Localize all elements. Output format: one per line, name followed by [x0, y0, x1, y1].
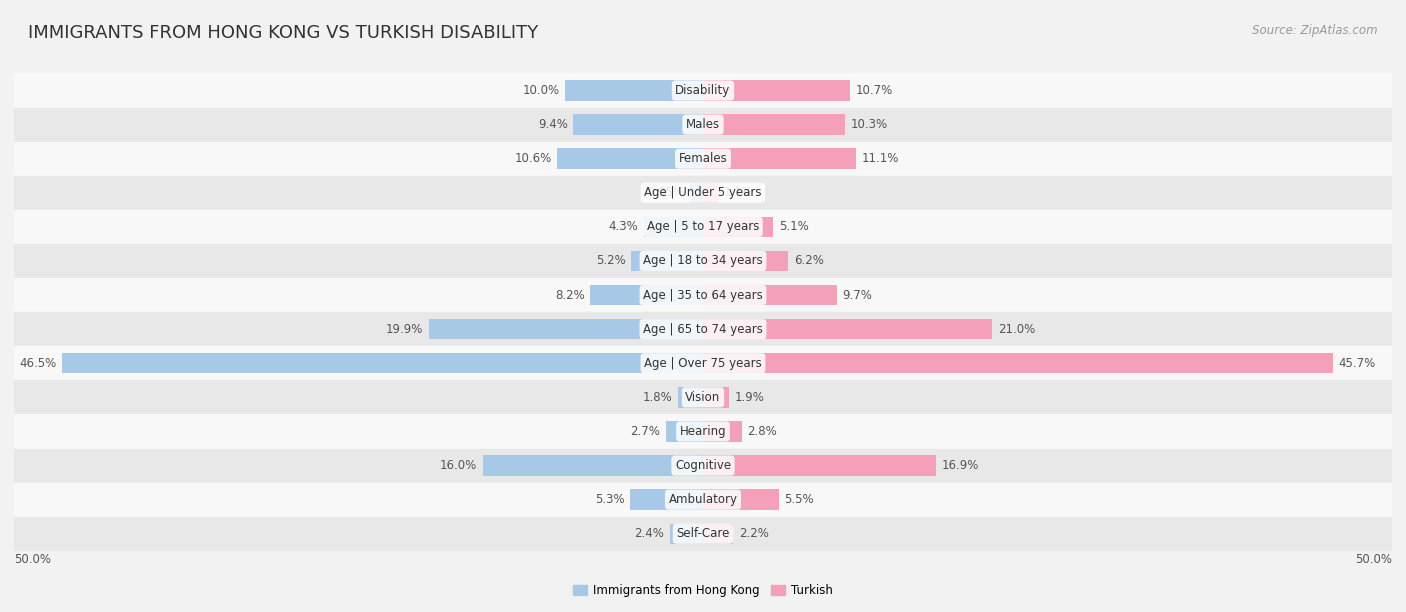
Bar — [14, 141, 1392, 176]
Bar — [14, 449, 1392, 483]
Text: Age | 5 to 17 years: Age | 5 to 17 years — [647, 220, 759, 233]
Text: 0.95%: 0.95% — [647, 186, 685, 200]
Bar — [14, 414, 1392, 449]
Text: Source: ZipAtlas.com: Source: ZipAtlas.com — [1253, 24, 1378, 37]
Legend: Immigrants from Hong Kong, Turkish: Immigrants from Hong Kong, Turkish — [568, 580, 838, 602]
Bar — [14, 517, 1392, 551]
Text: 5.3%: 5.3% — [595, 493, 624, 506]
Bar — [631, 251, 703, 271]
Bar — [703, 251, 789, 271]
Text: 5.1%: 5.1% — [779, 220, 808, 233]
Bar — [482, 455, 703, 476]
Bar — [703, 149, 856, 169]
Bar — [678, 387, 703, 408]
Text: 5.5%: 5.5% — [785, 493, 814, 506]
Bar — [690, 182, 703, 203]
Text: 9.4%: 9.4% — [538, 118, 568, 131]
Bar — [14, 244, 1392, 278]
Bar — [669, 523, 703, 544]
Bar — [14, 210, 1392, 244]
Text: 2.4%: 2.4% — [634, 528, 665, 540]
Text: Age | 65 to 74 years: Age | 65 to 74 years — [643, 323, 763, 335]
Text: 50.0%: 50.0% — [1355, 553, 1392, 566]
Text: 2.2%: 2.2% — [738, 528, 769, 540]
Text: IMMIGRANTS FROM HONG KONG VS TURKISH DISABILITY: IMMIGRANTS FROM HONG KONG VS TURKISH DIS… — [28, 24, 538, 42]
Bar — [62, 353, 703, 373]
Bar — [14, 278, 1392, 312]
Text: 8.2%: 8.2% — [555, 289, 585, 302]
Bar — [703, 353, 1333, 373]
Text: 10.0%: 10.0% — [523, 84, 560, 97]
Bar — [557, 149, 703, 169]
Text: 1.8%: 1.8% — [643, 391, 672, 404]
Text: 16.0%: 16.0% — [440, 459, 477, 472]
Bar — [703, 182, 718, 203]
Text: Females: Females — [679, 152, 727, 165]
Text: Males: Males — [686, 118, 720, 131]
Text: 50.0%: 50.0% — [14, 553, 51, 566]
Bar — [703, 523, 734, 544]
Bar — [666, 421, 703, 442]
Text: 6.2%: 6.2% — [794, 255, 824, 267]
Bar — [644, 217, 703, 237]
Bar — [14, 380, 1392, 414]
Bar — [14, 108, 1392, 141]
Text: Cognitive: Cognitive — [675, 459, 731, 472]
Bar — [703, 387, 730, 408]
Text: 5.2%: 5.2% — [596, 255, 626, 267]
Bar — [591, 285, 703, 305]
Text: 2.8%: 2.8% — [747, 425, 778, 438]
Bar — [574, 114, 703, 135]
Text: 1.1%: 1.1% — [724, 186, 754, 200]
Bar — [703, 455, 936, 476]
Text: 11.1%: 11.1% — [862, 152, 898, 165]
Text: 1.9%: 1.9% — [735, 391, 765, 404]
Text: 46.5%: 46.5% — [20, 357, 56, 370]
Text: 2.7%: 2.7% — [630, 425, 661, 438]
Bar — [703, 285, 837, 305]
Bar — [14, 346, 1392, 380]
Text: Vision: Vision — [685, 391, 721, 404]
Text: Disability: Disability — [675, 84, 731, 97]
Text: Age | Over 75 years: Age | Over 75 years — [644, 357, 762, 370]
Bar — [14, 73, 1392, 108]
Bar — [703, 319, 993, 340]
Text: 10.3%: 10.3% — [851, 118, 887, 131]
Text: 10.6%: 10.6% — [515, 152, 551, 165]
Bar — [14, 176, 1392, 210]
Text: Age | Under 5 years: Age | Under 5 years — [644, 186, 762, 200]
Bar — [14, 312, 1392, 346]
Text: 10.7%: 10.7% — [856, 84, 893, 97]
Bar — [703, 421, 741, 442]
Text: 19.9%: 19.9% — [385, 323, 423, 335]
Bar — [565, 80, 703, 101]
Text: 21.0%: 21.0% — [998, 323, 1035, 335]
Text: 4.3%: 4.3% — [609, 220, 638, 233]
Text: 16.9%: 16.9% — [942, 459, 979, 472]
Text: Self-Care: Self-Care — [676, 528, 730, 540]
Text: 9.7%: 9.7% — [842, 289, 872, 302]
Text: Ambulatory: Ambulatory — [668, 493, 738, 506]
Text: Age | 18 to 34 years: Age | 18 to 34 years — [643, 255, 763, 267]
Bar — [703, 490, 779, 510]
Bar — [630, 490, 703, 510]
Text: Hearing: Hearing — [679, 425, 727, 438]
Text: Age | 35 to 64 years: Age | 35 to 64 years — [643, 289, 763, 302]
Bar — [14, 483, 1392, 517]
Bar — [703, 114, 845, 135]
Bar — [703, 80, 851, 101]
Text: 45.7%: 45.7% — [1339, 357, 1375, 370]
Bar — [703, 217, 773, 237]
Bar — [429, 319, 703, 340]
